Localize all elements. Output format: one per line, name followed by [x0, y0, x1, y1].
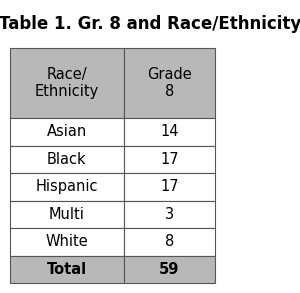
Text: Grade
8: Grade 8: [147, 67, 192, 99]
Bar: [10, 146, 124, 173]
Text: White: White: [46, 234, 88, 249]
Text: 17: 17: [160, 152, 179, 167]
Bar: [10, 173, 124, 200]
Text: Asian: Asian: [47, 124, 87, 139]
Bar: [10, 118, 124, 146]
Bar: [124, 173, 215, 200]
Text: Hispanic: Hispanic: [36, 179, 98, 194]
Text: Black: Black: [47, 152, 87, 167]
Bar: [124, 228, 215, 255]
Bar: [124, 255, 215, 283]
Bar: [124, 48, 215, 118]
Bar: [10, 200, 124, 228]
Bar: [10, 228, 124, 255]
Bar: [10, 48, 124, 118]
Text: 14: 14: [160, 124, 178, 139]
Text: Race/
Ethnicity: Race/ Ethnicity: [35, 67, 99, 99]
Text: Table 1. Gr. 8 and Race/Ethnicity: Table 1. Gr. 8 and Race/Ethnicity: [0, 15, 300, 33]
Text: Total: Total: [47, 262, 87, 277]
Text: 8: 8: [165, 234, 174, 249]
Text: Multi: Multi: [49, 207, 85, 222]
Bar: [124, 118, 215, 146]
Bar: [124, 146, 215, 173]
Text: 59: 59: [159, 262, 180, 277]
Text: 17: 17: [160, 179, 179, 194]
Bar: [10, 255, 124, 283]
Bar: [124, 200, 215, 228]
Text: 3: 3: [165, 207, 174, 222]
